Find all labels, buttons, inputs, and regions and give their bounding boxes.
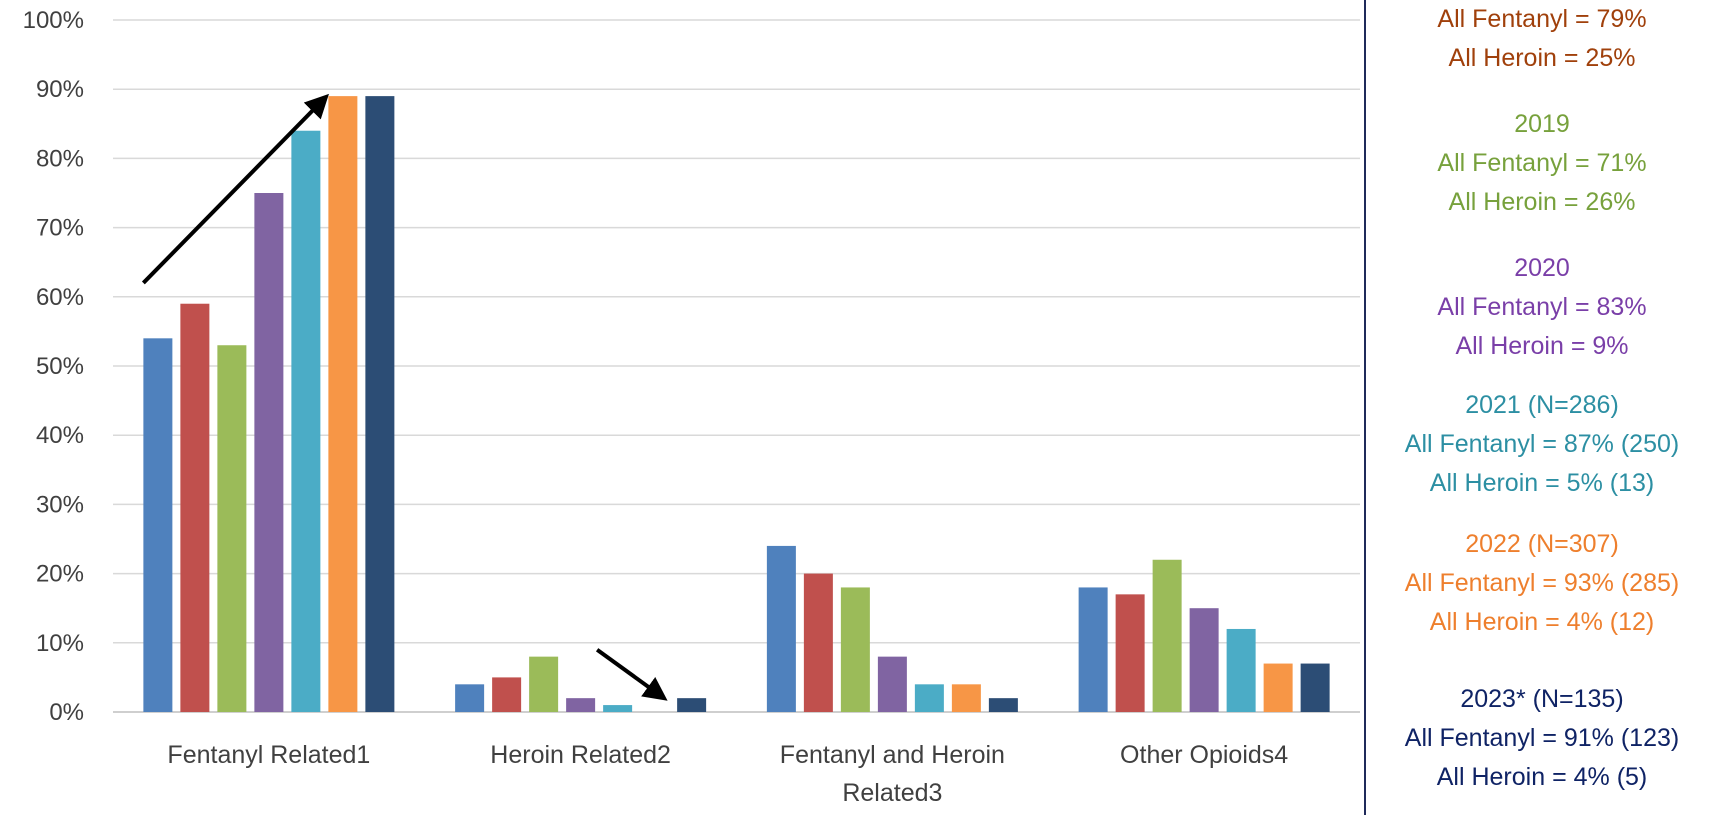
panel-divider [1364,0,1366,815]
y-tick-label: 20% [36,561,84,588]
bar [365,96,395,713]
x-category-label: Fentanyl Related1 [167,741,370,769]
bar [328,96,358,713]
y-tick-label: 30% [36,491,84,518]
summary-block: 2021 (N=286) All Fentanyl = 87% (250) All … [1368,386,1716,503]
y-tick-label: 0% [49,699,84,726]
bar [492,677,522,712]
summary-line: All Heroin = 4% (5) [1436,763,1648,791]
bar [951,684,981,712]
summary-block: 2020 All Fentanyl = 83% All Heroin = 9% [1368,249,1716,366]
bar [1189,608,1219,712]
bar [180,303,210,712]
bar [217,345,247,712]
summary-line: All Fentanyl = 87% (250) [1404,430,1680,458]
summary-line: All Fentanyl = 91% (123) [1404,724,1680,752]
y-tick-label: 90% [36,76,84,103]
y-tick-label: 10% [36,630,84,657]
bar [529,656,559,712]
y-tick-label: 80% [36,145,84,172]
summary-line: 2023* (N=135) [1460,685,1624,713]
summary-block: 2023* (N=135) All Fentanyl = 91% (123) All… [1368,680,1716,797]
summary-block: All Fentanyl = 79% All Heroin = 25% [1368,0,1716,78]
bar [1152,559,1182,712]
summary-line: 2019 [1514,110,1570,138]
down-arrow-annotation [595,648,668,701]
summary-line: 2021 (N=286) [1465,391,1619,419]
summary-line: All Fentanyl = 83% [1437,293,1647,321]
bar [1226,628,1256,712]
summary-line: All Heroin = 5% (13) [1429,469,1655,497]
bar [803,573,833,712]
summary-line: All Heroin = 4% (12) [1429,608,1655,636]
bar [1078,587,1108,712]
y-tick-label: 50% [36,353,84,380]
y-tick-label: 60% [36,284,84,311]
bar-chart: 0% 10% 20% 30% 40% 50% 60% 70% 80% 90% 100% Fentany… [23,7,1360,807]
summary-line: All Heroin = 9% [1455,332,1629,360]
summary-line: All Heroin = 25% [1448,44,1636,72]
summary-panel: All Fentanyl = 79% All Heroin = 25% 2019 Al… [1368,0,1716,815]
summary-line: 2022 (N=307) [1465,530,1619,558]
bar [840,587,870,712]
bar [766,545,796,712]
summary-line: All Fentanyl = 79% [1437,5,1647,33]
x-category-label: Other Opioids4 [1120,741,1288,769]
summary-line: 2020 [1514,254,1570,282]
summary-block: 2022 (N=307) All Fentanyl = 93% (285) All … [1368,525,1716,642]
y-tick-label: 40% [36,422,84,449]
bar [455,684,485,712]
summary-block: 2019 All Fentanyl = 71% All Heroin = 26% [1368,105,1716,222]
bar [877,656,907,712]
bar [1263,663,1293,712]
bar [254,193,284,712]
y-tick-label: 70% [36,215,84,242]
x-category-label: Heroin Related2 [490,741,671,769]
bar [1115,594,1145,712]
summary-line: All Heroin = 26% [1448,188,1636,216]
y-tick-label: 100% [23,7,84,34]
summary-line: All Fentanyl = 93% (285) [1404,569,1680,597]
bar [677,698,707,712]
bar [143,338,173,712]
bar [1300,663,1330,712]
bar [914,684,944,712]
bar [566,698,596,712]
bar [988,698,1018,712]
bar [291,130,321,713]
x-category-label: Fentanyl and Heroin Related3 [780,741,1005,807]
summary-line: All Fentanyl = 71% [1437,149,1647,177]
up-arrow-annotation [141,93,329,285]
bar [603,705,633,712]
